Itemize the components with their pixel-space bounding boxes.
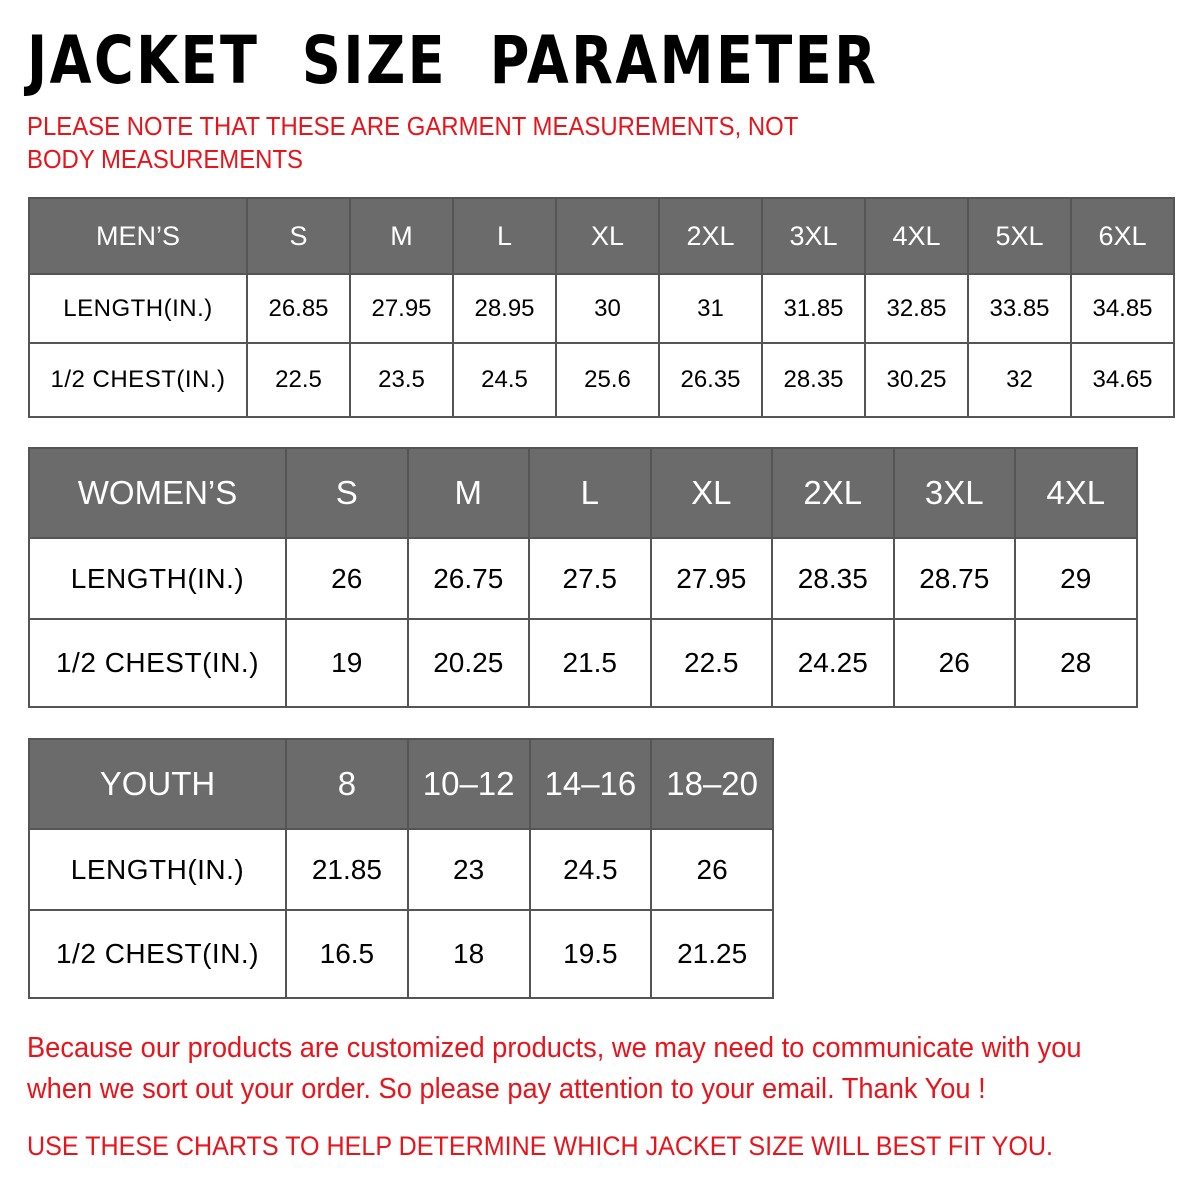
table-title-cell: MEN’S xyxy=(28,197,248,275)
size-header-cell: M xyxy=(349,197,454,275)
measurement-cell: 22.5 xyxy=(649,618,773,708)
customization-message: Because our products are customized prod… xyxy=(27,1032,1082,1105)
measurement-cell: 25.6 xyxy=(555,342,660,418)
row-label-cell: 1/2 CHEST(IN.) xyxy=(28,342,248,418)
measurement-cell: 28.95 xyxy=(452,273,557,344)
footer-note: USE THESE CHARTS TO HELP DETERMINE WHICH… xyxy=(27,1131,1054,1161)
size-header-cell: L xyxy=(452,197,557,275)
measurement-cell: 31.85 xyxy=(761,273,866,344)
measurement-cell: 24.5 xyxy=(528,828,653,911)
size-header-cell: 10–12 xyxy=(406,738,531,830)
table-header-row: YOUTH 8 10–12 14–16 18–20 xyxy=(28,738,774,830)
size-header-cell: XL xyxy=(555,197,660,275)
page-title: JACKET SIZE PARAMETER xyxy=(27,22,879,99)
measurement-cell: 19.5 xyxy=(528,909,653,999)
table-row: LENGTH(IN.) 21.85 23 24.5 26 xyxy=(28,828,774,911)
measurement-cell: 21.85 xyxy=(285,828,409,911)
measurement-cell: 23 xyxy=(406,828,531,911)
table-title-cell: WOMEN’S xyxy=(28,447,287,539)
measurement-cell: 30.25 xyxy=(864,342,969,418)
measurement-cell: 19 xyxy=(285,618,409,708)
measurement-cell: 24.25 xyxy=(771,618,895,708)
measurement-cell: 23.5 xyxy=(349,342,454,418)
size-header-cell: 3XL xyxy=(892,447,1016,539)
size-header-cell: 2XL xyxy=(658,197,763,275)
measurement-cell: 34.85 xyxy=(1070,273,1175,344)
size-header-cell: XL xyxy=(649,447,773,539)
table-row: 1/2 CHEST(IN.) 16.5 18 19.5 21.25 xyxy=(28,909,774,999)
measurement-cell: 28 xyxy=(1014,618,1138,708)
size-header-cell: 6XL xyxy=(1070,197,1175,275)
size-header-cell: S xyxy=(246,197,351,275)
measurement-cell: 26 xyxy=(650,828,774,911)
size-header-cell: 3XL xyxy=(761,197,866,275)
row-label-cell: 1/2 CHEST(IN.) xyxy=(28,909,287,999)
row-label-cell: 1/2 CHEST(IN.) xyxy=(28,618,287,708)
size-header-cell: S xyxy=(285,447,409,539)
row-label-cell: LENGTH(IN.) xyxy=(28,828,287,911)
measurement-cell: 16.5 xyxy=(285,909,409,999)
measurement-cell: 33.85 xyxy=(967,273,1072,344)
measurement-cell: 28.35 xyxy=(771,537,895,620)
size-header-cell: 4XL xyxy=(864,197,969,275)
measurement-cell: 28.35 xyxy=(761,342,866,418)
measurement-cell: 27.5 xyxy=(528,537,652,620)
size-header-cell: 14–16 xyxy=(528,738,653,830)
measurement-cell: 26 xyxy=(892,618,1016,708)
size-header-cell: 4XL xyxy=(1014,447,1138,539)
measurement-cell: 31 xyxy=(658,273,763,344)
size-header-cell: 2XL xyxy=(771,447,895,539)
measurement-cell: 22.5 xyxy=(246,342,351,418)
measurement-cell: 29 xyxy=(1014,537,1138,620)
measurement-cell: 27.95 xyxy=(349,273,454,344)
measurement-cell: 34.65 xyxy=(1070,342,1175,418)
measurement-cell: 30 xyxy=(555,273,660,344)
size-header-cell: 5XL xyxy=(967,197,1072,275)
size-header-cell: M xyxy=(406,447,530,539)
table-row: 1/2 CHEST(IN.) 22.5 23.5 24.5 25.6 26.35 28.35… xyxy=(28,342,1175,418)
measurement-cell: 28.75 xyxy=(892,537,1016,620)
measurement-cell: 27.95 xyxy=(649,537,773,620)
measurement-cell: 32 xyxy=(967,342,1072,418)
measurement-cell: 20.25 xyxy=(406,618,530,708)
size-header-cell: L xyxy=(528,447,652,539)
table-header-row: MEN’S S M L XL 2XL 3XL 4XL 5XL 6XL xyxy=(28,197,1175,275)
measurement-cell: 24.5 xyxy=(452,342,557,418)
measurement-cell: 26.85 xyxy=(246,273,351,344)
measurement-cell: 26 xyxy=(285,537,409,620)
row-label-cell: LENGTH(IN.) xyxy=(28,537,287,620)
mens-size-table: MEN’S S M L XL 2XL 3XL 4XL 5XL 6XL LENGTH(IN.) 26.… xyxy=(28,197,1175,418)
table-row: LENGTH(IN.) 26 26.75 27.5 27.95 28.35 28.75 29 xyxy=(28,537,1138,620)
measurement-cell: 32.85 xyxy=(864,273,969,344)
youth-size-table: YOUTH 8 10–12 14–16 18–20 LENGTH(IN.) 21.85 23… xyxy=(28,738,774,999)
measurement-cell: 26.75 xyxy=(406,537,530,620)
measurement-cell: 21.25 xyxy=(650,909,774,999)
measurement-cell: 21.5 xyxy=(528,618,652,708)
size-header-cell: 18–20 xyxy=(650,738,774,830)
womens-size-table: WOMEN’S S M L XL 2XL 3XL 4XL LENGTH(IN.) 26 26.75… xyxy=(28,447,1138,708)
size-header-cell: 8 xyxy=(285,738,409,830)
measurement-note: PLEASE NOTE THAT THESE ARE GARMENT MEASU… xyxy=(27,111,798,174)
table-row: LENGTH(IN.) 26.85 27.95 28.95 30 31 31.85 32.85… xyxy=(28,273,1175,344)
table-header-row: WOMEN’S S M L XL 2XL 3XL 4XL xyxy=(28,447,1138,539)
table-title-cell: YOUTH xyxy=(28,738,287,830)
measurement-cell: 26.35 xyxy=(658,342,763,418)
measurement-cell: 18 xyxy=(406,909,531,999)
row-label-cell: LENGTH(IN.) xyxy=(28,273,248,344)
table-row: 1/2 CHEST(IN.) 19 20.25 21.5 22.5 24.25 26 28 xyxy=(28,618,1138,708)
